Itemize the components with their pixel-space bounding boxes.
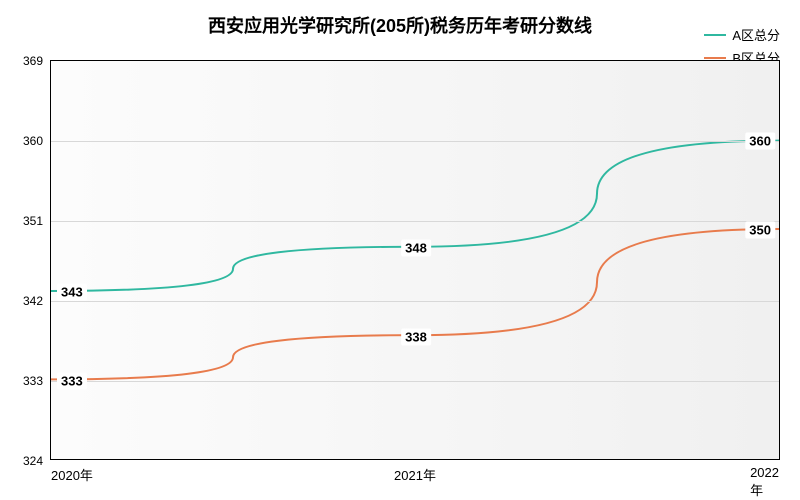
legend-item-a: A区总分 (704, 25, 780, 44)
chart-lines-svg (51, 61, 779, 459)
grid-line (51, 381, 779, 382)
data-label: 343 (57, 284, 87, 301)
x-tick-label: 2021年 (394, 459, 436, 484)
legend-swatch-a (704, 34, 726, 36)
legend-swatch-b (704, 57, 726, 59)
data-label: 360 (745, 133, 775, 150)
series-a-line (51, 141, 779, 291)
y-tick-label: 342 (23, 294, 51, 308)
grid-line (51, 301, 779, 302)
y-tick-label: 369 (23, 54, 51, 68)
x-tick-label: 2022年 (750, 459, 779, 499)
y-tick-label: 351 (23, 214, 51, 228)
grid-line (51, 141, 779, 142)
data-label: 338 (401, 328, 431, 345)
y-tick-label: 324 (23, 454, 51, 468)
grid-line (51, 221, 779, 222)
data-label: 350 (745, 221, 775, 238)
data-label: 348 (401, 239, 431, 256)
y-tick-label: 333 (23, 374, 51, 388)
chart-title: 西安应用光学研究所(205所)税务历年考研分数线 (0, 12, 800, 38)
plot-area: 3243333423513603692020年2021年2022年3433483… (50, 60, 780, 460)
chart-container: 西安应用光学研究所(205所)税务历年考研分数线 A区总分 B区总分 32433… (0, 0, 800, 500)
data-label: 333 (57, 373, 87, 390)
legend-label-a: A区总分 (732, 25, 780, 44)
y-tick-label: 360 (23, 134, 51, 148)
x-tick-label: 2020年 (51, 459, 93, 484)
